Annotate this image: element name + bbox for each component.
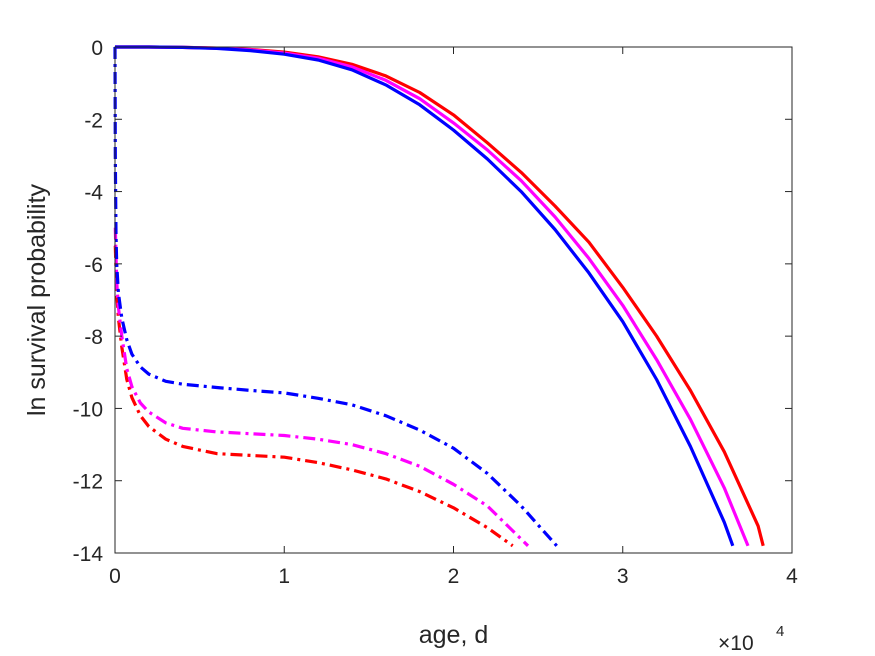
y-tick-label: -2	[84, 109, 103, 132]
x-exponent-base: ×10	[718, 632, 754, 655]
series-lines	[113, 45, 765, 548]
y-tick-label: -6	[84, 254, 103, 277]
y-axis-ticks: 0 -2 -4 -6 -8 -10 -12 -14	[73, 37, 792, 566]
x-tick-label: 0	[109, 565, 121, 588]
series-line-6	[113, 46, 558, 547]
series-line-3	[115, 45, 735, 547]
series-line-5	[113, 227, 530, 547]
x-tick-label: 1	[278, 565, 290, 588]
x-tick-label: 4	[786, 565, 798, 588]
y-axis-label: ln survival probability	[23, 183, 51, 416]
y-tick-label: -10	[73, 398, 103, 421]
y-tick-label: -12	[73, 471, 103, 494]
y-tick-label: 0	[91, 37, 103, 60]
x-axis-label: age, d	[419, 621, 489, 649]
y-tick-label: -4	[84, 182, 103, 205]
y-tick-label: -8	[84, 326, 103, 349]
y-tick-label: -14	[73, 543, 104, 566]
x-tick-label: 2	[448, 565, 460, 588]
x-axis-exponent: ×10 4	[718, 623, 784, 655]
x-tick-label: 3	[617, 565, 629, 588]
x-exponent-power: 4	[776, 623, 784, 640]
series-line-4	[113, 245, 514, 548]
series-line-1	[115, 45, 765, 547]
x-axis-ticks: 0 1 2 3 4	[109, 47, 798, 588]
